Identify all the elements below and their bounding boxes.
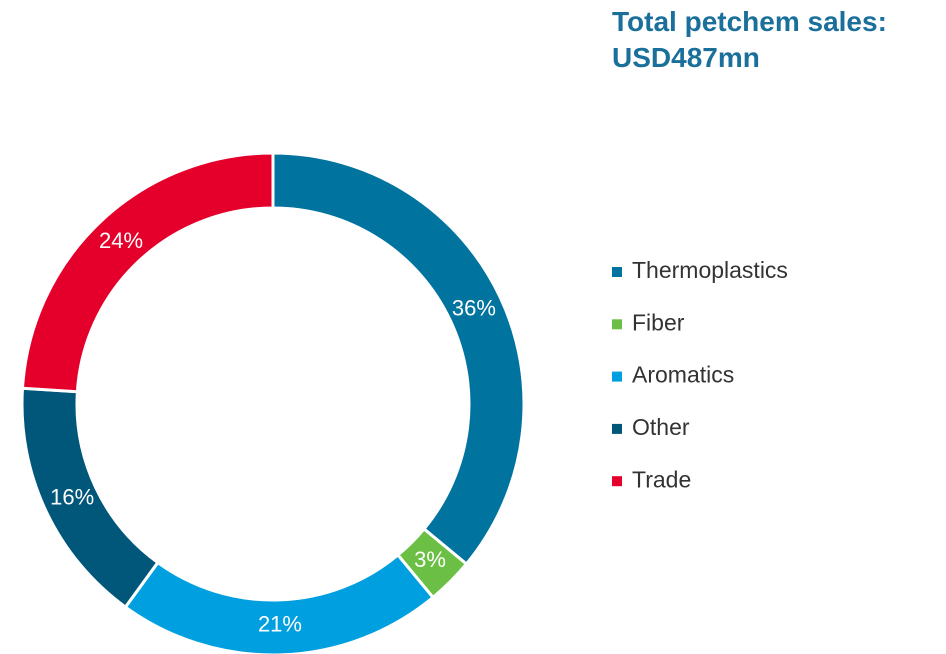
legend-label: Trade bbox=[632, 466, 691, 492]
donut-slice bbox=[123, 552, 436, 654]
data-label: 16% bbox=[50, 484, 94, 509]
legend-label: Thermoplastics bbox=[632, 257, 788, 283]
legend-swatch bbox=[612, 423, 622, 434]
donut-slice bbox=[20, 151, 275, 394]
legend-swatch bbox=[612, 476, 622, 487]
data-label: 36% bbox=[452, 295, 496, 320]
chart-title: Total petchem sales: USD487mn bbox=[612, 6, 887, 73]
data-label: 3% bbox=[414, 547, 446, 572]
data-label: 21% bbox=[258, 612, 302, 637]
legend-swatch bbox=[612, 267, 622, 277]
legend-label: Fiber bbox=[632, 309, 685, 335]
legend-label: Aromatics bbox=[632, 362, 734, 388]
donut-slice bbox=[271, 151, 526, 567]
legend-label: Other bbox=[632, 414, 690, 440]
data-label: 24% bbox=[99, 228, 143, 253]
legend-swatch bbox=[612, 371, 622, 382]
legend-swatch bbox=[612, 319, 622, 330]
